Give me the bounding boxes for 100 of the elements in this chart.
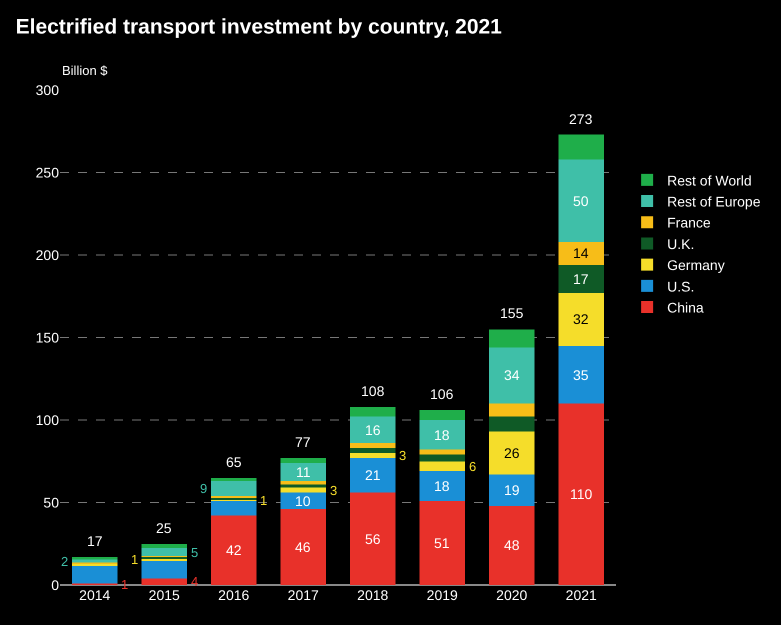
data-label: 6 — [469, 459, 476, 474]
bar — [350, 492, 396, 585]
bar — [489, 474, 534, 506]
y-tick-label: 300 — [36, 82, 60, 98]
data-label: 17 — [573, 271, 589, 287]
legend-label: France — [667, 214, 711, 231]
bar — [142, 578, 187, 585]
bar — [280, 492, 326, 510]
bar — [558, 292, 604, 346]
bar — [489, 506, 534, 585]
data-label: 18 — [434, 427, 450, 443]
legend-label: U.S. — [667, 278, 694, 294]
bar — [350, 416, 396, 444]
x-tick-label: 2020 — [496, 587, 528, 603]
bar — [558, 346, 604, 404]
y-axis-title: Billion $ — [62, 63, 108, 78]
x-tick-label: 2021 — [566, 587, 598, 603]
bar — [350, 448, 396, 453]
bar — [72, 559, 118, 563]
data-label: 1 — [260, 493, 268, 508]
data-label: 110 — [570, 486, 593, 502]
x-tick-label: 2014 — [79, 587, 111, 603]
legend-label: China — [667, 300, 704, 316]
bar — [72, 565, 118, 584]
data-label: 14 — [573, 245, 589, 261]
y-tick-label: 250 — [36, 164, 60, 180]
data-label: 34 — [504, 367, 520, 383]
total-label: 25 — [156, 520, 172, 536]
legend-label: Germany — [667, 257, 725, 274]
bar — [489, 432, 534, 474]
total-label: 77 — [295, 434, 311, 450]
data-label: 51 — [434, 535, 450, 551]
bar — [420, 420, 465, 450]
bar — [350, 453, 396, 458]
bar — [420, 500, 465, 585]
data-label: 18 — [434, 478, 450, 494]
y-tick-label: 200 — [36, 246, 60, 263]
bar — [558, 159, 604, 242]
x-tick-label: 2017 — [288, 587, 320, 603]
data-label: 16 — [365, 422, 381, 438]
bar — [558, 134, 604, 160]
bar — [142, 544, 187, 548]
y-tick-label: 150 — [36, 329, 60, 346]
bar — [489, 416, 534, 432]
bar — [420, 410, 465, 420]
bar — [420, 454, 465, 462]
bar — [420, 471, 465, 501]
data-label: 26 — [504, 445, 520, 461]
data-label: 32 — [573, 311, 589, 327]
bar — [72, 556, 118, 560]
data-label: 42 — [226, 542, 242, 558]
x-tick-label: 2016 — [218, 587, 250, 603]
data-label: 35 — [573, 367, 589, 383]
total-label: 155 — [500, 305, 524, 321]
bar — [558, 404, 604, 585]
legend-label: Rest of Europe — [667, 194, 761, 210]
bar — [142, 560, 187, 578]
total-label: 273 — [569, 111, 593, 127]
bar — [420, 450, 465, 455]
bar — [211, 500, 256, 516]
data-label: 3 — [330, 483, 338, 498]
bar — [420, 461, 465, 472]
y-tick-label: 0 — [51, 576, 60, 593]
data-label: 21 — [365, 467, 381, 483]
data-label: 5 — [191, 545, 198, 560]
legend-label: U.K. — [667, 236, 694, 252]
data-label: 11 — [296, 464, 311, 480]
data-label: 1 — [131, 552, 138, 567]
data-label: 46 — [295, 539, 311, 555]
y-tick-label: 50 — [43, 494, 60, 510]
bar — [558, 242, 604, 265]
bar — [211, 481, 256, 496]
data-label: 3 — [399, 448, 406, 463]
x-tick-label: 2019 — [426, 587, 458, 603]
legend-label: Rest of World — [667, 172, 752, 188]
bar — [280, 484, 326, 488]
data-label: 48 — [504, 537, 520, 553]
data-label: 10 — [295, 493, 311, 509]
bar — [350, 406, 396, 417]
bar — [489, 347, 534, 404]
data-label: 19 — [504, 482, 520, 498]
bar — [280, 509, 326, 585]
data-label: 2 — [61, 554, 68, 569]
data-label: 56 — [365, 531, 381, 547]
bar — [280, 488, 326, 493]
total-label: 108 — [361, 383, 385, 399]
bar — [350, 458, 396, 493]
bar — [350, 443, 396, 448]
y-tick-label: 100 — [36, 412, 60, 428]
x-tick-label: 2018 — [357, 587, 389, 603]
bar — [211, 478, 256, 482]
x-tick-label: 2015 — [148, 587, 180, 603]
chart-title: Electrified transport investment by country, 2021 — [16, 15, 502, 38]
bar — [142, 548, 187, 556]
total-label: 17 — [87, 533, 103, 549]
bar — [558, 264, 604, 293]
bar — [211, 516, 256, 585]
bar — [280, 462, 326, 482]
total-label: 65 — [226, 454, 242, 470]
data-label: 9 — [200, 481, 208, 496]
